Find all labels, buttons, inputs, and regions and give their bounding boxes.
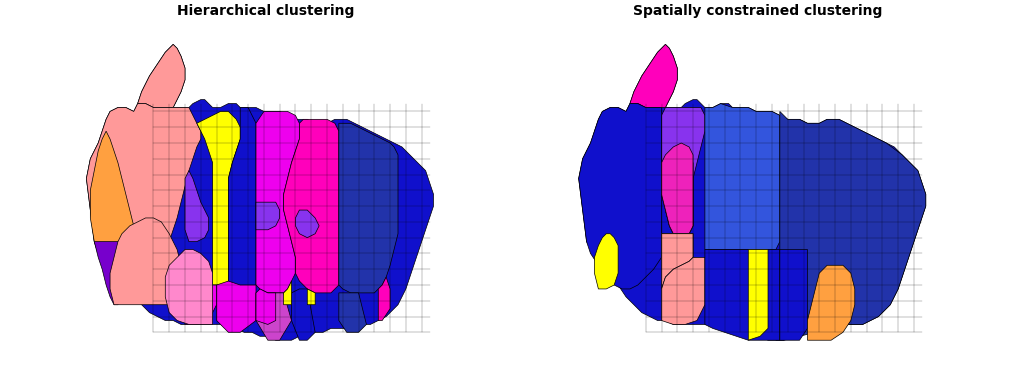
Polygon shape <box>339 293 367 332</box>
Polygon shape <box>307 289 315 305</box>
Polygon shape <box>705 103 780 250</box>
Polygon shape <box>579 103 662 289</box>
Polygon shape <box>339 123 398 293</box>
Polygon shape <box>662 163 693 234</box>
Polygon shape <box>86 44 433 340</box>
Polygon shape <box>662 108 705 234</box>
Polygon shape <box>256 112 299 293</box>
Polygon shape <box>197 112 241 285</box>
Polygon shape <box>378 277 390 321</box>
Polygon shape <box>137 44 185 108</box>
Title: Spatially constrained clustering: Spatially constrained clustering <box>634 4 883 18</box>
Title: Hierarchical clustering: Hierarchical clustering <box>177 4 354 18</box>
Polygon shape <box>94 241 137 305</box>
Polygon shape <box>256 293 292 340</box>
Polygon shape <box>256 202 280 230</box>
Polygon shape <box>185 171 209 241</box>
Polygon shape <box>705 250 780 340</box>
Polygon shape <box>284 119 339 293</box>
Polygon shape <box>165 250 213 324</box>
Polygon shape <box>296 210 319 238</box>
Polygon shape <box>808 265 855 340</box>
Polygon shape <box>749 250 768 340</box>
Polygon shape <box>284 281 292 305</box>
Polygon shape <box>110 218 185 309</box>
Polygon shape <box>90 131 137 281</box>
Polygon shape <box>662 234 693 262</box>
Polygon shape <box>662 257 705 324</box>
Polygon shape <box>256 289 275 324</box>
Polygon shape <box>216 281 256 332</box>
Polygon shape <box>86 103 201 301</box>
Polygon shape <box>579 44 926 340</box>
Polygon shape <box>662 143 693 234</box>
Polygon shape <box>595 234 618 289</box>
Polygon shape <box>185 285 216 324</box>
Polygon shape <box>228 108 256 293</box>
Polygon shape <box>780 250 808 340</box>
Polygon shape <box>292 289 315 340</box>
Polygon shape <box>776 112 926 340</box>
Polygon shape <box>630 44 677 108</box>
Polygon shape <box>662 234 693 289</box>
